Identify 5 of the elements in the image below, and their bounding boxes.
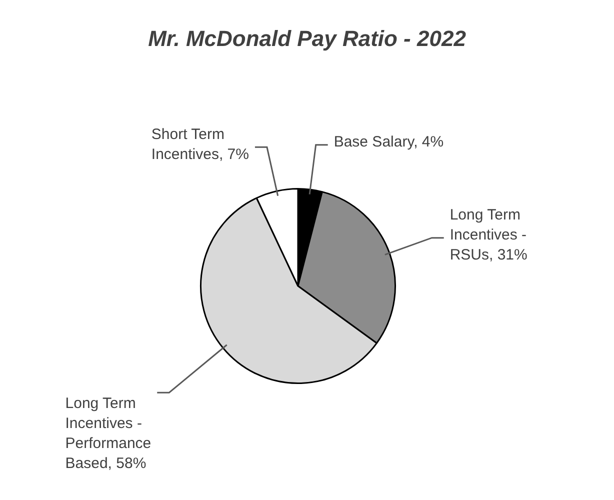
chart-title: Mr. McDonald Pay Ratio - 2022 [148,26,467,52]
slice-label: Base Salary, 4% [334,134,444,151]
slice-label: Short Term Incentives, 7% [151,126,249,163]
slice-label: Long Term Incentives - Performance Based, 58% [65,395,152,472]
slice-label: Long Term Incentives - RSUs, 31% [450,206,528,264]
